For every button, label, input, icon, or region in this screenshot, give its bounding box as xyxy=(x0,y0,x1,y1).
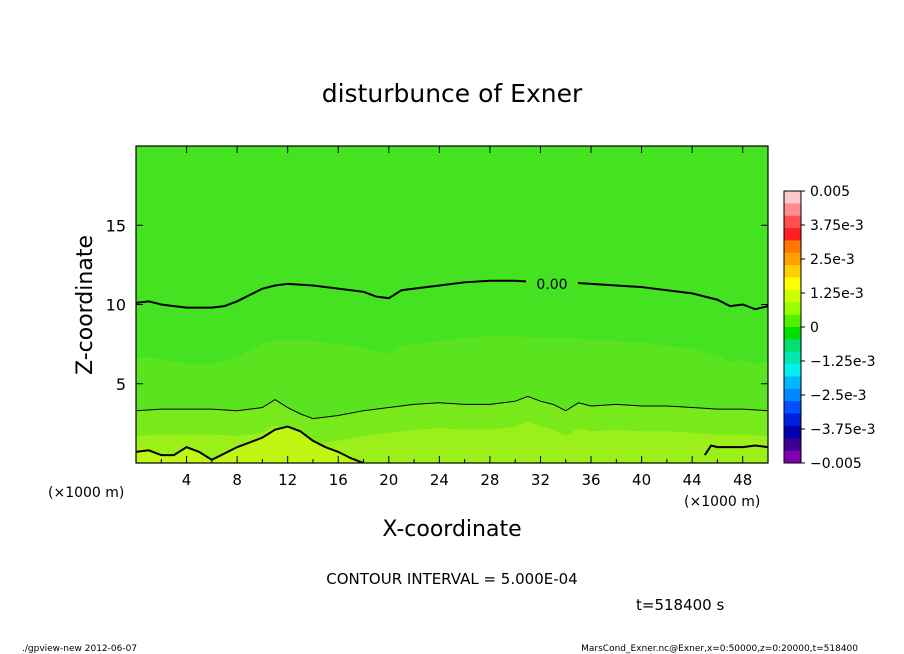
colorbar-swatch xyxy=(784,240,801,254)
x-tick-label: 24 xyxy=(430,471,449,489)
colorbar-swatch xyxy=(784,388,801,402)
x-tick-label: 32 xyxy=(531,471,550,489)
colorbar-swatch xyxy=(784,413,801,427)
colorbar-label: −1.25e-3 xyxy=(810,354,875,370)
contour-interval-text: CONTOUR INTERVAL = 5.000E-04 xyxy=(326,570,577,588)
colorbar-swatch xyxy=(784,314,801,328)
x-tick-label: 12 xyxy=(278,471,297,489)
colorbar-label: 2.5e-3 xyxy=(810,252,855,268)
contour-line-1 xyxy=(136,279,768,311)
colorbar-swatch xyxy=(784,376,801,390)
colorbar-swatch xyxy=(784,215,801,229)
colorbar-swatch xyxy=(784,228,801,241)
colorbar-swatch xyxy=(784,364,801,377)
colorbar-label: −2.5e-3 xyxy=(810,388,867,404)
x-tick-label: 28 xyxy=(480,471,499,489)
contour-line-3 xyxy=(136,425,364,463)
contour-line-4 xyxy=(703,444,768,456)
colorbar-label: 0.005 xyxy=(810,184,850,200)
colorbar-swatch xyxy=(784,252,801,266)
time-text: t=518400 s xyxy=(636,596,724,614)
contour-label-gap xyxy=(526,276,578,292)
colorbar-swatch xyxy=(784,450,801,464)
x-tick-label: 44 xyxy=(683,471,702,489)
y-tick-label: 15 xyxy=(106,216,126,235)
x-tick-label: 36 xyxy=(581,471,600,489)
colorbar-swatch xyxy=(784,302,801,316)
contour-line-2 xyxy=(136,395,768,420)
contour-label: 0.00 xyxy=(536,277,567,293)
x-tick-label: 8 xyxy=(232,471,242,489)
colorbar-swatch xyxy=(784,401,801,415)
colorbar-swatch xyxy=(784,339,801,353)
colorbar-swatch xyxy=(784,327,801,340)
x-axis-label: X-coordinate xyxy=(382,517,521,542)
x-unit-left: (×1000 m) xyxy=(48,485,124,501)
colorbar-labels: 0.005 3.75e-3 2.5e-3 1.25e-3 0 −1.25e-3 −2.5e-… xyxy=(801,184,875,472)
x-tick-label: 40 xyxy=(632,471,651,489)
contour-lines xyxy=(136,279,768,463)
colorbar xyxy=(784,191,801,464)
colorbar-label: 1.25e-3 xyxy=(810,286,864,302)
colorbar-swatch xyxy=(784,265,801,279)
x-tick-label: 48 xyxy=(733,471,752,489)
x-tick-label: 16 xyxy=(329,471,348,489)
colorbar-swatch xyxy=(784,351,801,365)
footer-right: MarsCond_Exner.nc@Exner,x=0:50000,z=0:20… xyxy=(581,644,858,654)
fill-band-4 xyxy=(136,426,364,463)
colorbar-label: −3.75e-3 xyxy=(810,422,875,438)
colorbar-label: 3.75e-3 xyxy=(810,218,864,234)
y-tick-label: 10 xyxy=(106,296,126,315)
colorbar-swatch xyxy=(784,203,801,217)
y-axis-label: Z-coordinate xyxy=(73,235,98,375)
colorbar-label: −0.005 xyxy=(810,456,862,472)
x-unit-right: (×1000 m) xyxy=(684,494,760,510)
colorbar-swatch xyxy=(784,277,801,291)
chart-title: disturbunce of Exner xyxy=(322,79,583,108)
footer-left: ./gpview-new 2012-06-07 xyxy=(22,644,137,654)
colorbar-swatch xyxy=(784,191,801,204)
x-tick-label: 4 xyxy=(182,471,192,489)
colorbar-swatch xyxy=(784,425,801,439)
colorbar-swatch xyxy=(784,438,801,452)
colorbar-swatch xyxy=(784,289,801,303)
colorbar-label: 0 xyxy=(810,320,819,336)
x-tick-label: 20 xyxy=(379,471,398,489)
fill-bands xyxy=(136,336,768,463)
y-tick-label: 5 xyxy=(116,375,126,394)
